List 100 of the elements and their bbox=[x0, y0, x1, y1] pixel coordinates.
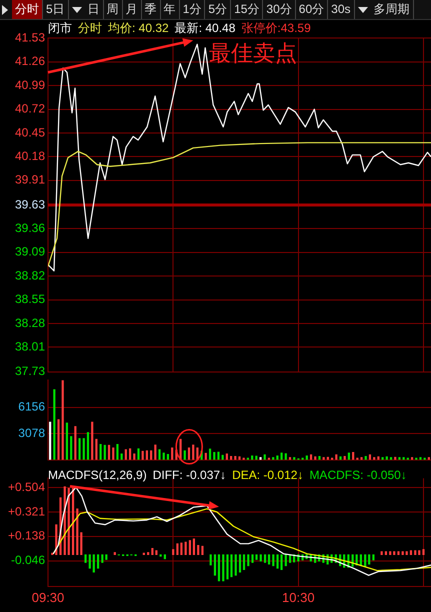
bar bbox=[147, 552, 150, 556]
y-tick-label: 37.73 bbox=[14, 364, 46, 378]
bar bbox=[57, 419, 60, 460]
text: 多周期 bbox=[370, 0, 414, 19]
text: 年 bbox=[160, 0, 180, 19]
bar bbox=[82, 438, 85, 460]
bar bbox=[84, 554, 87, 563]
bar bbox=[176, 543, 178, 556]
bar bbox=[251, 554, 254, 563]
bar bbox=[197, 544, 200, 556]
bar bbox=[154, 444, 156, 460]
bar bbox=[133, 453, 136, 460]
bar bbox=[260, 554, 262, 562]
x-tick-label: 09:30 bbox=[32, 590, 64, 605]
y-tick-label: -0.046 bbox=[10, 553, 46, 568]
bar bbox=[142, 450, 144, 460]
bar bbox=[264, 454, 266, 460]
bar bbox=[108, 444, 110, 460]
bar bbox=[78, 438, 81, 460]
bar bbox=[92, 554, 95, 572]
bar bbox=[171, 447, 174, 460]
y-tick-label: +0.504 bbox=[8, 480, 46, 494]
bar bbox=[264, 554, 266, 563]
bar bbox=[151, 548, 154, 556]
bar bbox=[284, 453, 287, 460]
bar bbox=[91, 422, 94, 460]
bar bbox=[372, 554, 375, 560]
bar bbox=[368, 554, 370, 565]
bar bbox=[234, 554, 237, 576]
bar bbox=[226, 554, 229, 580]
bar bbox=[100, 444, 102, 460]
bar bbox=[116, 444, 119, 460]
bar bbox=[86, 432, 90, 460]
bar bbox=[322, 457, 325, 460]
bar bbox=[68, 488, 70, 556]
bar bbox=[74, 426, 76, 460]
bar bbox=[402, 551, 404, 556]
bar bbox=[88, 554, 91, 569]
text: 周 bbox=[104, 0, 123, 19]
bar bbox=[55, 524, 58, 556]
y-tick-label: 41.53 bbox=[14, 30, 46, 45]
y-tick-label: 40.45 bbox=[14, 125, 46, 140]
text: 5日 bbox=[43, 0, 69, 19]
bar bbox=[393, 551, 396, 556]
bar bbox=[394, 456, 396, 460]
chart-title: MACDFS(12,26,9) bbox=[48, 468, 147, 482]
bar bbox=[188, 540, 192, 556]
bar bbox=[364, 456, 367, 460]
y-tick-label: +0.321 bbox=[8, 504, 46, 518]
bar bbox=[335, 454, 338, 460]
bar bbox=[210, 554, 212, 566]
y-tick-label: 38.55 bbox=[14, 292, 46, 306]
bar bbox=[114, 552, 116, 556]
bar bbox=[53, 389, 56, 460]
bar bbox=[192, 444, 194, 460]
y-tick-label: 38.01 bbox=[14, 340, 46, 354]
bar bbox=[242, 554, 246, 570]
text: MACDFS: -0.050↓ bbox=[309, 468, 407, 482]
bar bbox=[76, 508, 78, 556]
chart-title: 闭市 bbox=[48, 20, 72, 37]
bar bbox=[201, 546, 204, 556]
series-label: 最新: 40.48 bbox=[174, 20, 236, 37]
bar bbox=[70, 436, 72, 460]
y-tick-label: 40.72 bbox=[14, 102, 46, 116]
bar bbox=[418, 550, 420, 556]
bar bbox=[352, 452, 354, 460]
y-tick-label: 41.26 bbox=[14, 54, 46, 68]
y-tick-label: 40.18 bbox=[14, 149, 46, 164]
bar bbox=[272, 457, 274, 460]
bar bbox=[280, 452, 283, 460]
bar bbox=[348, 452, 350, 460]
text: DIFF: -0.037↓ bbox=[152, 468, 226, 482]
bar bbox=[158, 449, 161, 460]
bar bbox=[96, 554, 100, 569]
bar bbox=[422, 549, 425, 556]
bar bbox=[124, 449, 127, 460]
y-tick-label: 39.63 bbox=[14, 197, 46, 212]
bar bbox=[406, 551, 408, 556]
bar bbox=[222, 554, 224, 582]
text: 分时 bbox=[12, 0, 43, 19]
bar bbox=[234, 456, 236, 460]
bar bbox=[192, 538, 196, 556]
bar bbox=[188, 447, 190, 460]
text: 1分 bbox=[180, 0, 206, 19]
bar bbox=[268, 554, 270, 565]
bar bbox=[204, 452, 207, 460]
bar bbox=[272, 554, 274, 566]
y-tick-label: 39.91 bbox=[14, 172, 46, 187]
bar bbox=[162, 452, 165, 460]
bar bbox=[397, 551, 400, 556]
bar bbox=[389, 551, 392, 556]
text: 30s bbox=[328, 0, 354, 19]
y-tick-label: +0.138 bbox=[8, 528, 46, 543]
bar bbox=[213, 452, 216, 460]
bar bbox=[172, 549, 174, 556]
y-tick-label: 38.28 bbox=[14, 316, 46, 330]
text: DEA: -0.012↓ bbox=[232, 468, 304, 482]
bar bbox=[95, 438, 98, 460]
bar bbox=[386, 456, 388, 460]
y-tick-label: 40.99 bbox=[14, 78, 46, 92]
